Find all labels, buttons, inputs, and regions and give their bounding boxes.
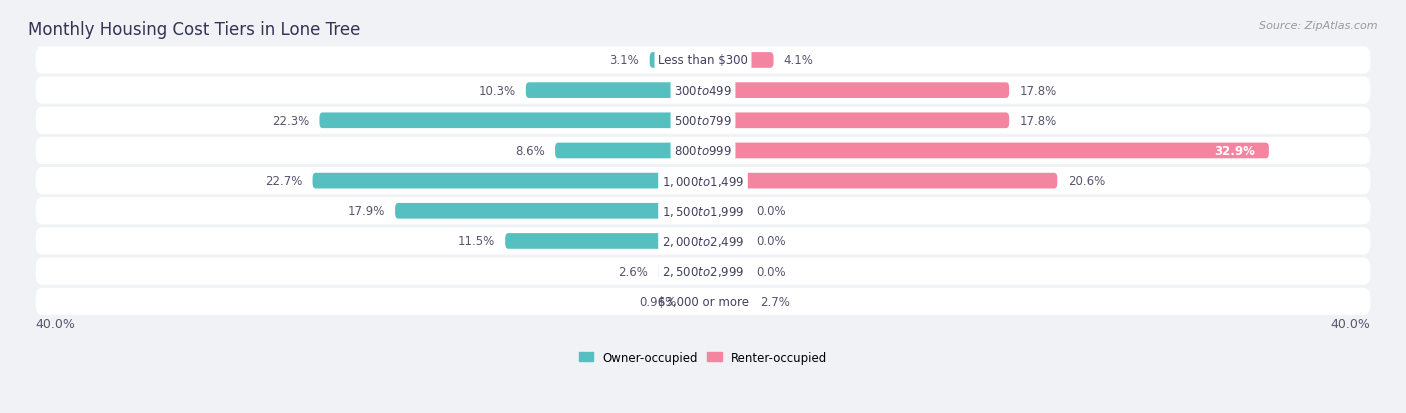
- FancyBboxPatch shape: [35, 228, 1371, 255]
- FancyBboxPatch shape: [35, 198, 1371, 225]
- Text: 20.6%: 20.6%: [1067, 175, 1105, 188]
- Text: $2,500 to $2,999: $2,500 to $2,999: [662, 264, 744, 278]
- FancyBboxPatch shape: [703, 173, 1057, 189]
- Text: Source: ZipAtlas.com: Source: ZipAtlas.com: [1260, 21, 1378, 31]
- FancyBboxPatch shape: [35, 77, 1371, 104]
- Text: 40.0%: 40.0%: [35, 317, 76, 330]
- Text: 17.8%: 17.8%: [1019, 84, 1057, 97]
- Text: 2.6%: 2.6%: [619, 265, 648, 278]
- FancyBboxPatch shape: [703, 263, 747, 279]
- Text: $500 to $799: $500 to $799: [673, 114, 733, 128]
- Text: 0.0%: 0.0%: [756, 235, 786, 248]
- FancyBboxPatch shape: [703, 233, 747, 249]
- FancyBboxPatch shape: [703, 53, 773, 69]
- FancyBboxPatch shape: [703, 204, 747, 219]
- Text: 22.7%: 22.7%: [264, 175, 302, 188]
- FancyBboxPatch shape: [505, 233, 703, 249]
- FancyBboxPatch shape: [703, 143, 1268, 159]
- FancyBboxPatch shape: [35, 138, 1371, 165]
- FancyBboxPatch shape: [526, 83, 703, 99]
- FancyBboxPatch shape: [703, 113, 1010, 129]
- Legend: Owner-occupied, Renter-occupied: Owner-occupied, Renter-occupied: [579, 351, 827, 364]
- FancyBboxPatch shape: [650, 53, 703, 69]
- FancyBboxPatch shape: [658, 263, 703, 279]
- Text: $3,000 or more: $3,000 or more: [658, 295, 748, 308]
- Text: 2.7%: 2.7%: [759, 295, 790, 308]
- FancyBboxPatch shape: [319, 113, 703, 129]
- Text: 0.96%: 0.96%: [638, 295, 676, 308]
- Text: 0.0%: 0.0%: [756, 265, 786, 278]
- Text: Monthly Housing Cost Tiers in Lone Tree: Monthly Housing Cost Tiers in Lone Tree: [28, 21, 360, 38]
- Text: 32.9%: 32.9%: [1215, 145, 1256, 158]
- Text: 11.5%: 11.5%: [457, 235, 495, 248]
- FancyBboxPatch shape: [395, 204, 703, 219]
- FancyBboxPatch shape: [35, 107, 1371, 135]
- Text: Less than $300: Less than $300: [658, 55, 748, 67]
- FancyBboxPatch shape: [35, 47, 1371, 74]
- Text: 0.0%: 0.0%: [756, 205, 786, 218]
- Text: $1,500 to $1,999: $1,500 to $1,999: [662, 204, 744, 218]
- FancyBboxPatch shape: [312, 173, 703, 189]
- Text: 40.0%: 40.0%: [1330, 317, 1371, 330]
- Text: 4.1%: 4.1%: [783, 55, 814, 67]
- FancyBboxPatch shape: [703, 83, 1010, 99]
- FancyBboxPatch shape: [555, 143, 703, 159]
- FancyBboxPatch shape: [35, 168, 1371, 195]
- Text: 22.3%: 22.3%: [271, 114, 309, 128]
- FancyBboxPatch shape: [703, 294, 749, 309]
- Text: 10.3%: 10.3%: [478, 84, 516, 97]
- Text: $800 to $999: $800 to $999: [673, 145, 733, 158]
- FancyBboxPatch shape: [35, 258, 1371, 285]
- Text: $300 to $499: $300 to $499: [673, 84, 733, 97]
- FancyBboxPatch shape: [35, 288, 1371, 315]
- Text: 8.6%: 8.6%: [515, 145, 544, 158]
- Text: 3.1%: 3.1%: [610, 55, 640, 67]
- Text: $1,000 to $1,499: $1,000 to $1,499: [662, 174, 744, 188]
- FancyBboxPatch shape: [686, 294, 703, 309]
- Text: $2,000 to $2,499: $2,000 to $2,499: [662, 235, 744, 248]
- Text: 17.8%: 17.8%: [1019, 114, 1057, 128]
- Text: 17.9%: 17.9%: [347, 205, 385, 218]
